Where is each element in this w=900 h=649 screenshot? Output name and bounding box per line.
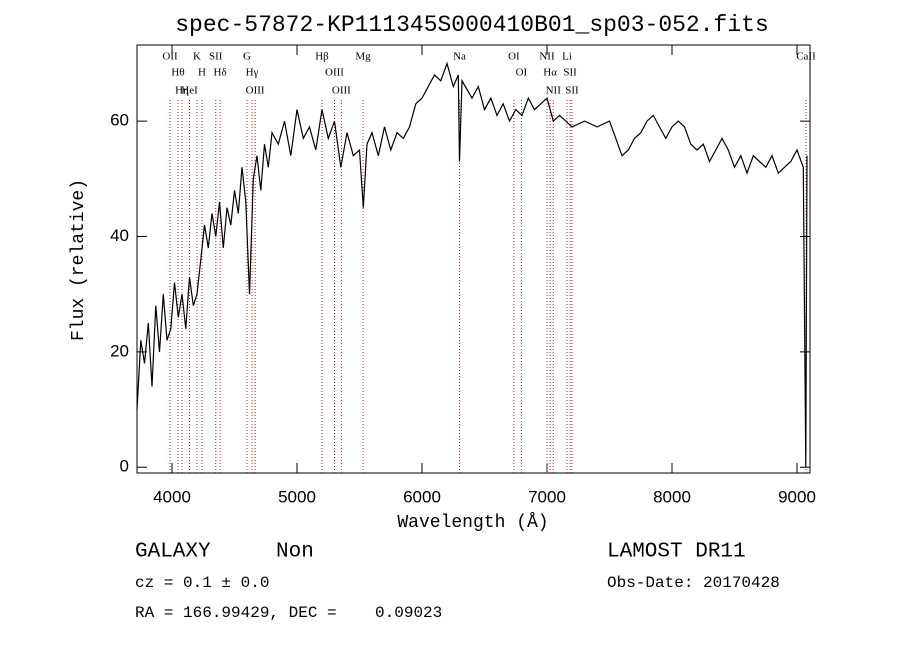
line-label: SII: [209, 51, 223, 63]
line-label: HeI: [181, 85, 198, 97]
line-label: OIII: [332, 85, 351, 97]
line-label: Li: [562, 51, 572, 63]
y-tick-label: 40: [110, 226, 129, 245]
line-label: SII: [563, 67, 577, 79]
line-label: Hδ: [214, 67, 227, 79]
object-class: GALAXY: [135, 541, 211, 564]
subclass: Non: [276, 541, 314, 564]
line-label: SII: [565, 85, 579, 97]
line-label: Hα: [543, 67, 557, 79]
x-tick-label: 8000: [653, 487, 691, 506]
plot-frame: [136, 44, 811, 474]
line-label: G: [243, 51, 251, 63]
line-label: Hγ: [246, 67, 259, 79]
line-label: OIII: [325, 67, 344, 79]
chart-title: spec-57872-KP111345S000410B01_sp03-052.f…: [175, 12, 769, 38]
obs-date: Obs-Date: 20170428: [607, 574, 780, 592]
line-label: NII: [539, 51, 555, 63]
x-axis-label: Wavelength (Å): [397, 512, 548, 533]
line-label: OI: [508, 51, 520, 63]
survey: LAMOST DR11: [607, 541, 746, 564]
line-label: Hβ: [315, 51, 329, 63]
line-label: OIII: [246, 85, 265, 97]
x-tick-label: 9000: [778, 487, 816, 506]
x-tick-label: 4000: [153, 487, 191, 506]
y-axis-label: Flux (relative): [69, 179, 89, 341]
x-tick-label: 5000: [278, 487, 316, 506]
x-tick-label: 7000: [528, 487, 566, 506]
y-tick-label: 20: [110, 341, 129, 360]
redshift: cz = 0.1 ± 0.0: [135, 574, 269, 592]
line-label: Hθ: [171, 67, 184, 79]
line-label: Na: [453, 51, 466, 63]
line-label: Mg: [355, 51, 371, 63]
y-tick-label: 0: [120, 457, 129, 476]
line-label: OI: [516, 67, 528, 79]
line-label: OII: [162, 51, 178, 63]
spectrum: [136, 61, 808, 468]
coordinates: RA = 166.99429, DEC = 0.09023: [135, 604, 442, 622]
line-label: K: [193, 51, 201, 63]
x-tick-label: 6000: [403, 487, 441, 506]
line-label: NII: [546, 85, 562, 97]
line-label: Hη: [175, 85, 189, 97]
line-label: CaII: [796, 51, 816, 63]
line-label: H: [198, 67, 206, 79]
y-tick-label: 60: [110, 111, 129, 130]
